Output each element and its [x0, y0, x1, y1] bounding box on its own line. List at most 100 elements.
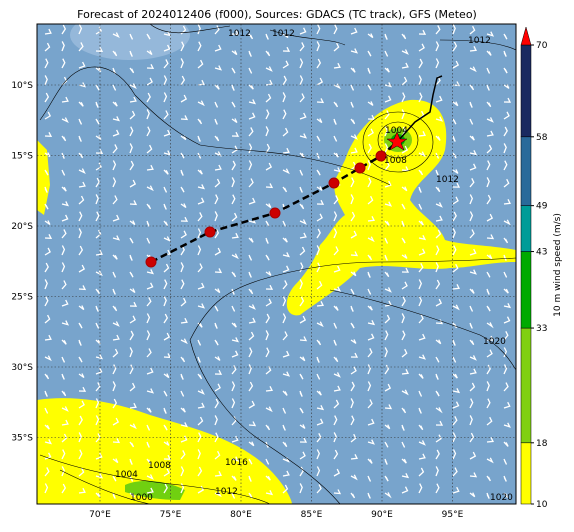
wind-barb: [469, 322, 473, 329]
isobar-label: 1012: [468, 36, 491, 46]
wind-barb: [163, 92, 168, 103]
wind-barb: [486, 50, 492, 56]
wind-barb: [231, 212, 238, 222]
wind-barb: [231, 232, 239, 239]
wind-barb: [265, 475, 271, 481]
wind-barb: [61, 406, 69, 412]
coastline: [39, 24, 516, 504]
wind-barb: [452, 245, 457, 256]
wind-barb: [333, 167, 342, 173]
wind-barb: [401, 254, 408, 259]
wind-barb: [333, 42, 340, 52]
wind-barb: [146, 144, 153, 154]
wind-barb: [163, 31, 172, 37]
wind-barb: [384, 50, 389, 57]
wind-barb: [214, 268, 223, 274]
wind-barb: [401, 296, 406, 307]
wind-barb: [146, 388, 155, 394]
wind-barb: [333, 62, 341, 69]
wind-barb: [231, 131, 240, 137]
wind-barb: [452, 486, 460, 494]
wind-barb: [61, 390, 67, 397]
wind-barb: [333, 356, 339, 363]
wind-barb: [282, 203, 286, 210]
wind-barb: [146, 33, 151, 40]
wind-barb: [231, 194, 236, 205]
wind-barb: [469, 101, 473, 108]
wind-barb: [44, 355, 52, 362]
wind-barb: [197, 303, 206, 309]
wind-barb: [367, 399, 373, 409]
wind-barb: [129, 50, 133, 57]
wind-barb: [350, 194, 354, 205]
wind-barb: [163, 169, 169, 175]
wind-barb: [248, 304, 256, 310]
wind-barb: [435, 95, 443, 103]
wind-barb: [248, 288, 254, 295]
wind-barb: [95, 229, 102, 239]
wind-barb: [367, 288, 372, 295]
wind-barb: [469, 194, 474, 205]
wind-barb: [95, 149, 104, 155]
wind-barb: [95, 211, 100, 222]
wind-barb: [316, 135, 321, 142]
colorbar-tick-label: 43: [536, 248, 547, 258]
wind-barb: [418, 333, 426, 341]
wind-barb: [384, 404, 393, 410]
wind-barb: [95, 47, 104, 53]
wind-barb: [78, 373, 85, 379]
wind-barb: [503, 33, 508, 40]
wind-barb: [78, 118, 83, 125]
wind-barb: [44, 424, 50, 430]
wind-barb: [316, 339, 322, 346]
wind-barb: [503, 288, 509, 294]
wind-barb: [418, 203, 423, 210]
wind-barb: [486, 437, 495, 443]
wind-barb: [418, 248, 426, 256]
wind-barb: [384, 441, 389, 448]
wind-barb: [248, 441, 255, 447]
wind-barb: [299, 336, 308, 342]
wind-barb: [197, 339, 202, 346]
wind-barb: [384, 82, 393, 88]
wind-barb: [248, 317, 256, 324]
wind-barb: [146, 185, 154, 192]
wind-barb: [418, 151, 426, 158]
wind-barb: [333, 101, 339, 108]
wind-barb: [367, 305, 373, 311]
colorbar-tick-label: 70: [536, 41, 548, 51]
wind-barb: [112, 84, 117, 91]
lat-label: 10°S: [11, 81, 33, 91]
wind-barb: [61, 186, 67, 192]
wind-barb: [197, 118, 203, 125]
wind-barb: [214, 135, 220, 142]
wind-barb: [78, 42, 84, 52]
track-point: [328, 177, 340, 189]
wind-barb: [486, 194, 492, 205]
wind-barb: [129, 402, 137, 409]
wind-barb: [435, 339, 442, 345]
wind-barb: [350, 48, 359, 54]
wind-barb: [418, 440, 426, 446]
wind-barb: [503, 422, 511, 428]
wind-barb: [350, 339, 357, 344]
wind-barb: [95, 382, 101, 392]
wind-barb: [78, 61, 86, 69]
wind-barb: [78, 152, 84, 159]
wind-barb: [469, 150, 478, 156]
wind-barb: [44, 247, 51, 256]
wind-barb: [129, 441, 135, 448]
wind-barb: [265, 271, 272, 276]
wind-barb: [452, 135, 456, 142]
wind-barb: [197, 322, 203, 328]
wind-barb: [214, 118, 218, 125]
wind-barb: [163, 186, 168, 193]
wind-barb: [214, 369, 223, 375]
wind-barb: [61, 356, 66, 363]
wind-barb: [146, 92, 151, 103]
isobar-label: 1016: [225, 458, 248, 468]
wind-barb: [61, 433, 68, 443]
wind-barb: [214, 247, 222, 256]
wind-barb: [61, 339, 67, 345]
wind-barb: [452, 416, 458, 426]
